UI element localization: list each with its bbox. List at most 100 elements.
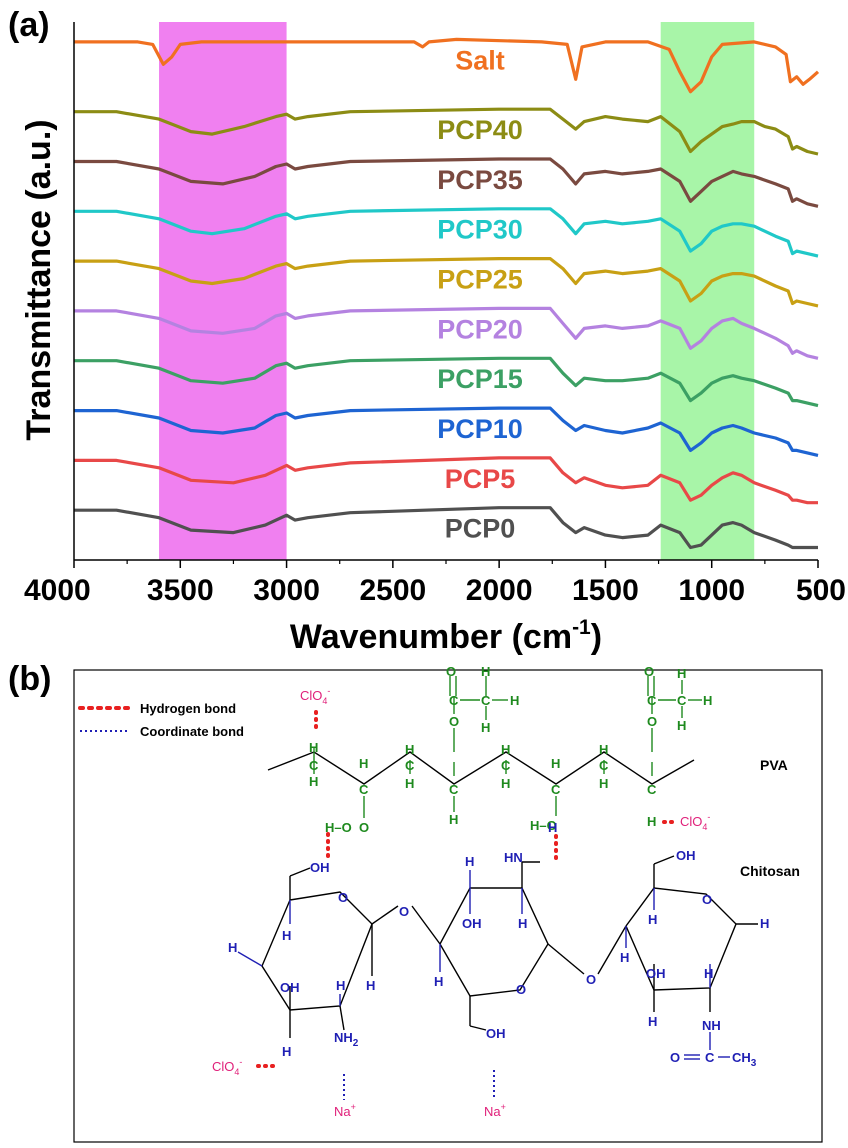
atom-h: H <box>548 820 557 835</box>
x-tick-label: 1500 <box>572 574 639 607</box>
highlight-bands <box>159 22 755 560</box>
series-label-pcp0: PCP0 <box>445 514 516 544</box>
atom-o: O <box>647 714 657 729</box>
series-line-salt <box>74 37 820 94</box>
pva-atoms: H C H H C O H C H O C H O C C H H H H C … <box>309 664 712 835</box>
chitosan-rings <box>237 855 758 1060</box>
atom-o: O <box>644 664 654 679</box>
atom-h: H <box>647 814 656 829</box>
atom-o: O <box>399 904 409 919</box>
diagram-frame <box>73 669 823 1143</box>
x-tick-label: 2000 <box>466 574 533 607</box>
atom-c: C <box>647 782 657 797</box>
atom-c: C <box>705 1050 715 1065</box>
hydrogen-bonds <box>256 710 676 1068</box>
perchlorate-ion: ClO4- <box>680 812 710 832</box>
series-labels: Salt PCP40 PCP35 PCP30 PCP25 PCP20 PCP15 PCP10 P… <box>437 45 523 543</box>
atom-o: O <box>338 890 348 905</box>
atom-h: H <box>677 666 686 681</box>
atom-h: H <box>405 742 414 757</box>
atom-h: H <box>359 756 368 771</box>
atom-o: O <box>359 820 369 835</box>
atom-h: H <box>620 950 629 965</box>
series-line-pcp15 <box>74 356 819 408</box>
atom-ch3: CH3 <box>732 1050 757 1069</box>
coordinate-bonds <box>343 1070 495 1100</box>
atom-h: H <box>405 776 414 791</box>
atom-o: O <box>586 972 596 987</box>
atom-h: H <box>599 742 608 757</box>
series-label-pcp10: PCP10 <box>437 414 523 444</box>
atom-h-o: H–O <box>325 820 352 835</box>
perchlorate-ion: ClO4- <box>300 686 330 706</box>
atom-h-o: H–O <box>530 818 557 833</box>
atom-c: C <box>647 693 657 708</box>
atom-h: H <box>704 966 713 981</box>
sodium-ions: Na+ Na+ <box>334 1102 506 1119</box>
ftir-chart: Salt PCP40 PCP35 PCP30 PCP25 PCP20 PCP15 PCP10 P… <box>20 22 846 656</box>
atom-h: H <box>434 974 443 989</box>
pva-label: PVA <box>760 757 788 773</box>
series-line-pcp0 <box>74 506 818 550</box>
series-line-pcp25 <box>74 257 819 308</box>
series-label-pcp30: PCP30 <box>437 215 523 245</box>
atom-nh2: NH2 <box>334 1030 359 1049</box>
atom-h: H <box>648 1014 657 1029</box>
atom-nh: NH <box>702 1018 721 1033</box>
atom-h: H <box>481 664 490 679</box>
atom-c: C <box>449 693 459 708</box>
atom-oh: OH <box>462 916 482 931</box>
series-line-pcp5 <box>74 456 818 505</box>
atom-h: H <box>551 756 560 771</box>
panel-b-label: (b) <box>8 660 52 698</box>
x-axis: 4000 3500 3000 2500 2000 1500 1000 500 <box>24 22 846 607</box>
atom-h: H <box>465 854 474 869</box>
atom-c: C <box>481 693 491 708</box>
series-label-pcp15: PCP15 <box>437 364 523 394</box>
atom-h: H <box>677 718 686 733</box>
atom-h: H <box>518 916 527 931</box>
sodium-ion: Na+ <box>484 1102 506 1119</box>
x-tick-label: 500 <box>796 574 846 607</box>
atom-o: O <box>516 982 526 997</box>
atom-h: H <box>760 916 769 931</box>
molecular-structure-diagram: Hydrogen bond Coordinate bond PVA Chitos… <box>73 664 823 1143</box>
series-label-pcp35: PCP35 <box>437 165 523 195</box>
atom-o: O <box>449 714 459 729</box>
atom-h: H <box>648 912 657 927</box>
atom-h: H <box>481 720 490 735</box>
x-axis-title: Wavenumber (cm-1) <box>290 616 602 656</box>
series-label-pcp5: PCP5 <box>445 464 516 494</box>
atom-c: C <box>501 758 511 773</box>
series-label-pcp20: PCP20 <box>437 314 523 344</box>
legend: Hydrogen bond Coordinate bond <box>78 701 244 739</box>
atom-oh: OH <box>280 980 300 995</box>
coordinate-bond-legend-label: Coordinate bond <box>140 724 244 739</box>
atom-oh: OH <box>486 1026 506 1041</box>
atom-h: H <box>309 774 318 789</box>
atom-o: O <box>670 1050 680 1065</box>
panel-a-label: (a) <box>8 6 50 44</box>
atom-oh: OH <box>310 860 330 875</box>
atom-c: C <box>309 758 319 773</box>
x-tick-label: 4000 <box>24 574 91 607</box>
series-line-pcp10 <box>74 406 819 457</box>
atom-c: C <box>599 758 609 773</box>
series-label-salt: Salt <box>455 45 505 75</box>
atom-h: H <box>336 978 345 993</box>
highlight-band-1 <box>159 22 287 560</box>
x-tick-label: 1000 <box>678 574 745 607</box>
series-line-pcp30 <box>74 207 819 258</box>
atom-c: C <box>551 782 561 797</box>
x-tick-label: 3500 <box>147 574 214 607</box>
series-line-pcp35 <box>74 157 819 208</box>
series-line-pcp20 <box>74 306 819 360</box>
chitosan-label: Chitosan <box>740 863 800 879</box>
atom-hn: HN <box>504 850 523 865</box>
atom-o: O <box>702 892 712 907</box>
atom-h: H <box>703 693 712 708</box>
hydrogen-bond-legend-label: Hydrogen bond <box>140 701 236 716</box>
series-line-pcp40 <box>74 107 819 156</box>
series-label-pcp25: PCP25 <box>437 265 523 295</box>
y-axis-title: Transmittance (a.u.) <box>20 119 58 440</box>
